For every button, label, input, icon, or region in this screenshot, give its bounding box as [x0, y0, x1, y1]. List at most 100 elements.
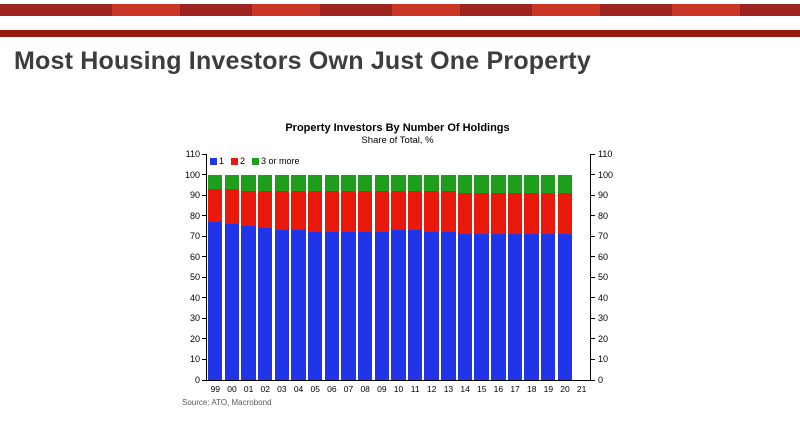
- bar-segment: [291, 174, 306, 191]
- axis-tick-mark: [202, 317, 206, 319]
- axis-tick-mark: [202, 153, 206, 155]
- bar-stack: [391, 174, 406, 380]
- bar-segment: [457, 193, 473, 235]
- bar-stack: [324, 174, 339, 380]
- bar-segment: [524, 174, 539, 194]
- bar-segment: [224, 174, 240, 189]
- bar-segment: [374, 174, 389, 191]
- bar-segment: [541, 234, 556, 380]
- x-axis-tick-label: 02: [260, 384, 270, 394]
- bar-segment: [474, 174, 489, 194]
- bar-segment: [557, 174, 573, 194]
- y-axis-tick-label: 50: [598, 272, 609, 283]
- y-axis-tick-label: 80: [189, 210, 200, 221]
- axis-tick-mark: [591, 338, 595, 340]
- x-axis-tick-label: 07: [343, 384, 354, 394]
- legend-swatch-icon: [252, 157, 260, 165]
- bar-stack: [557, 174, 573, 380]
- y-axis-tick-label: 50: [189, 272, 200, 283]
- bar-segment: [441, 174, 456, 191]
- y-axis-tick-label: 20: [598, 333, 609, 344]
- bar-stack: [374, 174, 389, 380]
- bar-segment: [474, 193, 489, 235]
- bar-segment: [457, 174, 473, 194]
- bar-segment: [208, 188, 223, 222]
- axis-tick-mark: [202, 256, 206, 258]
- banner-segment: [112, 4, 180, 16]
- legend-item: 2: [231, 156, 245, 166]
- y-axis-tick-label: 20: [189, 333, 200, 344]
- bar-segment: [324, 174, 339, 191]
- bar-stack: [507, 174, 523, 380]
- y-axis-tick-label: 90: [189, 190, 200, 201]
- y-axis-tick-label: 70: [189, 231, 200, 242]
- bar-segment: [524, 193, 539, 235]
- axis-tick-mark: [591, 174, 595, 176]
- bar-segment: [457, 234, 473, 380]
- axis-tick-mark: [202, 297, 206, 299]
- legend-label: 1: [219, 156, 225, 166]
- bar-segment: [557, 193, 573, 235]
- bar-segment: [391, 191, 406, 231]
- axis-tick-mark: [591, 317, 595, 319]
- bar-segment: [541, 174, 556, 194]
- y-axis-tick-label: 10: [598, 354, 609, 365]
- bar-segment: [491, 174, 506, 194]
- axis-tick-mark: [591, 235, 595, 237]
- bar-segment: [407, 191, 423, 231]
- bar-stack: [491, 174, 506, 380]
- x-axis-tick-label: 17: [510, 384, 520, 394]
- banner-segment: [392, 4, 460, 16]
- bar-stack: [241, 174, 256, 380]
- bar-segment: [241, 191, 256, 226]
- x-axis-tick-label: 20: [560, 384, 570, 394]
- x-axis-tick-label: 08: [360, 384, 370, 394]
- bar-segment: [357, 191, 373, 233]
- bar-segment: [424, 174, 439, 191]
- bar-segment: [341, 191, 356, 233]
- bar-segment: [557, 234, 573, 380]
- axis-tick-mark: [591, 297, 595, 299]
- bar-stack: [441, 174, 456, 380]
- bar-segment: [208, 174, 223, 189]
- y-axis-tick-label: 30: [189, 313, 200, 324]
- axis-tick-mark: [202, 194, 206, 196]
- axis-tick-mark: [202, 235, 206, 237]
- bar-segment: [208, 221, 223, 380]
- axis-tick-mark: [202, 276, 206, 278]
- x-axis-tick-label: 04: [293, 384, 304, 394]
- bar-segment: [257, 191, 273, 228]
- bar-segment: [341, 232, 356, 380]
- bar-segment: [324, 191, 339, 233]
- bar-segment: [524, 234, 539, 380]
- bar-segment: [374, 232, 389, 380]
- bar-stack: [274, 174, 290, 380]
- bar-segment: [241, 225, 256, 380]
- axis-tick-mark: [202, 358, 206, 360]
- bar-segment: [507, 174, 523, 194]
- bar-segment: [257, 227, 273, 380]
- bar-segment: [274, 174, 290, 191]
- bar-segment: [291, 191, 306, 231]
- y-axis-tick-label: 0: [194, 375, 200, 385]
- bar-segment: [307, 191, 323, 233]
- top-banner: [0, 4, 800, 16]
- bar-segment: [391, 230, 406, 380]
- legend-swatch-icon: [231, 157, 239, 165]
- x-axis-tick-label: 14: [460, 384, 470, 394]
- bar-stack: [257, 174, 273, 380]
- axis-tick-mark: [591, 276, 595, 278]
- page-title: Most Housing Investors Own Just One Prop…: [14, 47, 591, 75]
- bar-segment: [407, 174, 423, 191]
- axis-tick-mark: [591, 358, 595, 360]
- x-axis-tick-label: 00: [227, 384, 237, 394]
- banner-rule: [0, 30, 800, 37]
- axis-tick-mark: [202, 338, 206, 340]
- x-axis-tick-label: 09: [377, 384, 387, 394]
- x-axis-tick-label: 06: [327, 384, 337, 394]
- bar-segment: [374, 191, 389, 233]
- y-axis-tick-label: 100: [184, 169, 200, 180]
- y-axis-tick-label: 40: [598, 292, 609, 303]
- bar-segment: [307, 232, 323, 380]
